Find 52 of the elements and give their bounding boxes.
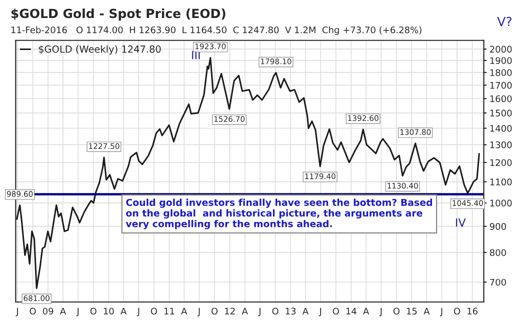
y-tick-label: 1900 xyxy=(490,57,512,64)
y-tick-label: 1200 xyxy=(490,159,512,166)
x-tick-label: A xyxy=(120,308,127,314)
chart-title: $GOLD Gold - Spot Price (EOD) xyxy=(11,8,226,21)
x-tick-label: O xyxy=(30,308,36,315)
y-tick-label: 1600 xyxy=(490,95,512,102)
x-tick-label: 09 xyxy=(42,308,54,315)
y-tick-label: 1000 xyxy=(490,200,512,206)
legend-label: $GOLD (Weekly) 1247.80 xyxy=(38,45,161,55)
annotation: Could gold investors finally have seen the bottom? Based on the global and historical picture, the arguments are very compelling for the months ahead. xyxy=(126,198,432,230)
x-tick-label: 10 xyxy=(104,308,114,315)
y-tick-label: 1700 xyxy=(490,82,512,89)
y-tick-label: 1100 xyxy=(490,178,512,186)
x-tick-label: A xyxy=(424,308,430,314)
y-tick-label: 2000 xyxy=(490,46,512,53)
x-tick-label: A xyxy=(363,308,370,314)
x-tick-label: J xyxy=(440,308,442,316)
x-tick-label: O xyxy=(332,308,339,315)
y-tick-label: 1400 xyxy=(490,124,512,132)
x-tick-label: 16 xyxy=(468,308,478,315)
x-tick-label: 15 xyxy=(406,308,417,315)
y-tick-label: 700 xyxy=(490,278,506,286)
x-tick-label: J xyxy=(136,308,140,316)
y-tick-label: 1300 xyxy=(490,141,512,148)
annotation: III xyxy=(192,51,200,60)
x-tick-label: 12 xyxy=(225,308,235,314)
x-tick-label: 13 xyxy=(286,308,296,315)
x-tick-label: O xyxy=(393,308,400,315)
x-tick-label: 11 xyxy=(164,308,174,314)
y-tick-label: 900 xyxy=(490,223,506,230)
x-tick-label: J xyxy=(258,308,260,316)
x-tick-label: A xyxy=(302,308,309,314)
x-tick-label: J xyxy=(197,308,200,316)
x-tick-label: O xyxy=(454,308,460,315)
annotation: IV xyxy=(456,218,466,227)
x-tick-label: O xyxy=(90,308,96,315)
x-tick-label: 14 xyxy=(346,308,356,314)
x-tick-label: J xyxy=(379,308,382,316)
x-tick-label: A xyxy=(181,308,188,314)
x-tick-label: A xyxy=(242,308,248,314)
x-tick-label: J xyxy=(318,308,322,316)
y-tick-label: 1500 xyxy=(490,110,512,116)
x-tick-label: O xyxy=(272,308,278,315)
x-tick-label: J xyxy=(76,308,79,316)
x-tick-label: O xyxy=(150,308,158,315)
chart-subtitle: 11-Feb-2016 O 1174.00 H 1263.90 L 1164.50 C 1247.80 V 1.2M Chg +73.70 (+6.28%) xyxy=(11,26,422,36)
y-tick-label: 1800 xyxy=(490,69,512,76)
x-tick-label: O xyxy=(211,308,218,315)
y-tick-label: 800 xyxy=(490,249,506,256)
x-tick-label: A xyxy=(60,308,66,314)
text: V? xyxy=(497,16,512,26)
x-tick-label: J xyxy=(16,308,18,316)
